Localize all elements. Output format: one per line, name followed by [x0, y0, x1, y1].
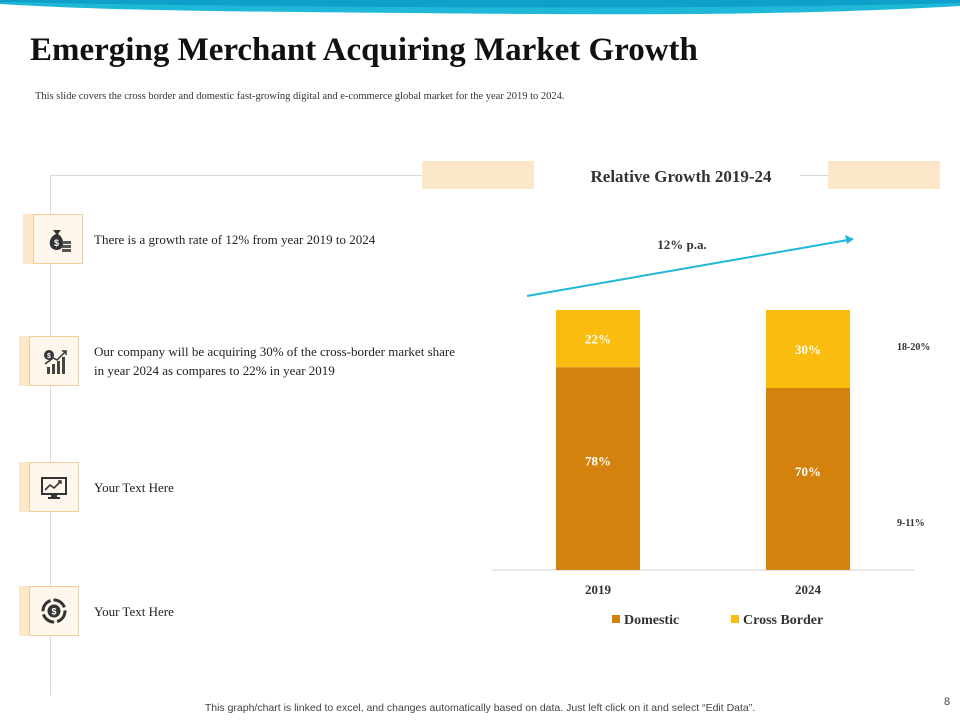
item-icon-box-2: $ — [19, 336, 79, 388]
growth-chart-icon: $ — [44, 350, 67, 374]
x-tick-label-2019: 2019 — [585, 582, 612, 597]
divider-line-right — [800, 175, 828, 176]
item-icon-box-1: $ — [23, 214, 83, 266]
bar-cross-border-2024 — [766, 310, 850, 388]
growth-arrow-head — [845, 235, 854, 244]
item-text-3: Your Text Here — [94, 480, 174, 495]
chart-title: Relative Growth 2019-24 — [590, 167, 772, 186]
legend-label-domestic: Domestic — [624, 613, 679, 628]
bar-domestic-2019 — [556, 367, 640, 570]
page-subtitle: This slide covers the cross border and d… — [35, 91, 565, 102]
chart-header-accent-right — [828, 161, 940, 189]
timeline-line — [50, 175, 51, 695]
item-text-1: There is a growth rate of 12% from year … — [94, 232, 376, 247]
svg-text:$: $ — [54, 238, 59, 248]
bar-domestic-2024 — [766, 388, 850, 570]
cross-border-growth-label: 18-20% — [897, 342, 931, 353]
item-icon-box-4: $ — [19, 586, 79, 638]
footer-note: This graph/chart is linked to excel, and… — [204, 702, 756, 714]
bar-cross-border-2019 — [556, 310, 640, 368]
monitor-chart-icon — [41, 477, 67, 499]
svg-text:$: $ — [47, 353, 51, 360]
growth-rate-label: 12% p.a. — [657, 237, 706, 252]
item-icon-box-3 — [19, 462, 79, 514]
legend-swatch-domestic — [612, 615, 620, 623]
legend-label-cross-border: Cross Border — [743, 613, 823, 628]
divider-line — [50, 175, 422, 176]
page-number: 8 — [944, 696, 951, 708]
data-label-cross-border-2019: 22% — [585, 332, 611, 347]
item-text-4: Your Text Here — [94, 604, 174, 619]
top-wave-decoration — [0, 0, 960, 15]
item-text-2: Our company will be acquiring 30% of the… — [94, 344, 455, 378]
data-label-domestic-2019: 78% — [585, 454, 611, 469]
data-label-domestic-2024: 70% — [795, 464, 821, 479]
domestic-growth-label: 9-11% — [897, 518, 925, 529]
x-tick-label-2024: 2024 — [795, 582, 822, 597]
growth-arrow-line — [526, 239, 849, 297]
page-title: Emerging Merchant Acquiring Market Growt… — [30, 32, 698, 68]
money-bag-icon: $ — [49, 230, 71, 252]
dollar-cycle-icon: $ — [41, 598, 67, 624]
data-label-cross-border-2024: 30% — [795, 342, 821, 357]
chart-header-accent-left — [422, 161, 534, 189]
legend-swatch-cross-border — [731, 615, 739, 623]
svg-text:$: $ — [51, 607, 56, 617]
